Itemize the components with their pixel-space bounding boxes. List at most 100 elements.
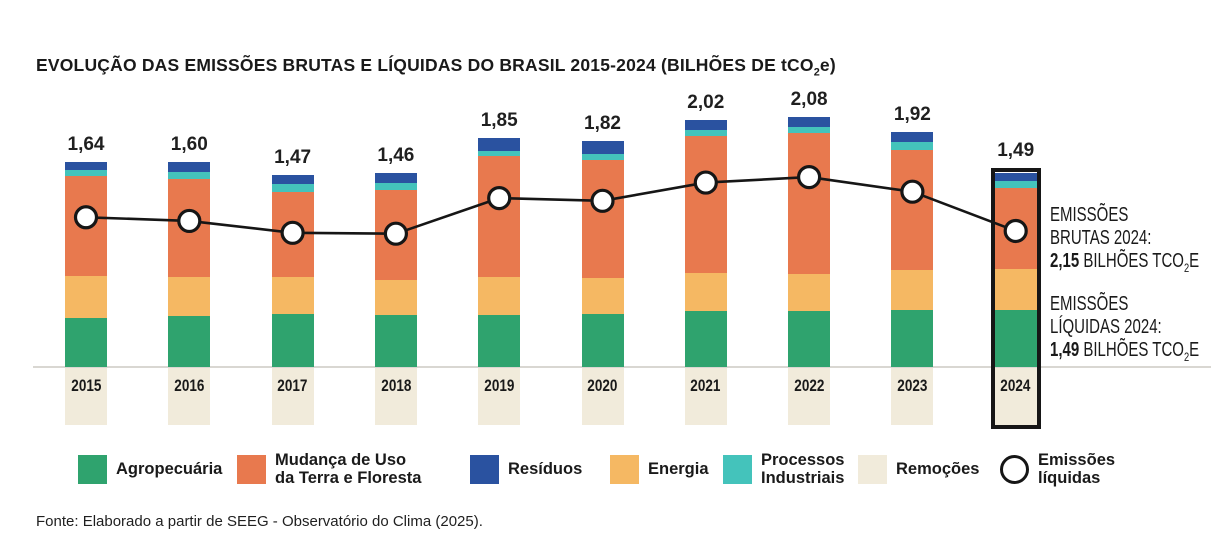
bar-segment-residuos-2017 bbox=[271, 175, 314, 185]
removals-block-2016: 2016 bbox=[168, 368, 211, 425]
year-label-2018: 2018 bbox=[380, 377, 411, 395]
legend-label-mudanca-uso-terra: Mudança de Uso da Terra e Floresta bbox=[275, 451, 422, 487]
bar-segment-processos-industriais-2023 bbox=[891, 142, 934, 150]
year-label-2024: 2024 bbox=[1000, 377, 1031, 395]
removals-block-2015: 2015 bbox=[65, 368, 107, 425]
annotation-value-line: 2,15 BILHÕES TCO2E bbox=[1050, 250, 1200, 275]
legend-swatch-agropecuaria bbox=[78, 454, 107, 484]
annotation-net-emissions-2024: EMISSÕES LÍQUIDAS 2024: 1,49 BILHÕES TCO… bbox=[1050, 293, 1211, 369]
legend-swatch-energia bbox=[610, 454, 639, 484]
bar-segment-mudanca-uso-terra-2022 bbox=[788, 133, 831, 274]
bar-segment-agropecuaria-2021 bbox=[684, 311, 727, 367]
legend-swatch-remocoes bbox=[858, 454, 887, 484]
bar-segment-mudanca-uso-terra-2020 bbox=[581, 159, 624, 278]
year-label-2019: 2019 bbox=[484, 377, 515, 395]
bar-segment-residuos-2023 bbox=[891, 132, 934, 143]
bar-value-label-2020: 1,82 bbox=[584, 112, 621, 134]
year-label-2016: 2016 bbox=[174, 377, 205, 395]
removals-block-2023: 2023 bbox=[891, 368, 934, 425]
bar-segment-residuos-2016 bbox=[168, 162, 211, 172]
legend: Agropecuária Mudança de Uso da Terra e Flo… bbox=[0, 443, 1211, 495]
chart-title: EVOLUÇÃO DAS EMISSÕES BRUTAS E LÍQUIDAS … bbox=[36, 55, 836, 79]
year-label-2021: 2021 bbox=[690, 377, 721, 395]
annotation-line: BRUTAS 2024: bbox=[1050, 227, 1152, 249]
bar-segment-processos-industriais-2019 bbox=[478, 150, 521, 157]
bar-segment-energia-2020 bbox=[581, 277, 624, 315]
legend-label-emissoes-liquidas: Emissões líquidas bbox=[1038, 451, 1116, 487]
bar-segment-agropecuaria-2015 bbox=[65, 317, 107, 367]
bar-segment-processos-industriais-2015 bbox=[65, 169, 107, 177]
legend-label-agropecuaria: Agropecuária bbox=[116, 460, 223, 478]
removals-block-2020: 2020 bbox=[581, 368, 624, 425]
bar-segment-agropecuaria-2016 bbox=[168, 315, 211, 367]
bar-value-label-2024: 1,49 bbox=[997, 140, 1035, 162]
highlight-box-2024 bbox=[990, 168, 1041, 429]
legend-item-processos-industriais: Processos Industriais bbox=[723, 443, 844, 495]
bar-segment-agropecuaria-2019 bbox=[478, 314, 521, 367]
bar-segment-processos-industriais-2018 bbox=[374, 182, 417, 190]
bar-segment-agropecuaria-2024 bbox=[994, 310, 1037, 367]
bar-value-label-2019: 1,85 bbox=[480, 109, 518, 131]
legend-swatch-residuos bbox=[470, 454, 499, 484]
annotation-line: LÍQUIDAS 2024: bbox=[1050, 316, 1162, 338]
x-axis-line bbox=[33, 366, 1211, 368]
bar-value-label-2017: 1,47 bbox=[274, 147, 312, 169]
bar-segment-processos-industriais-2020 bbox=[581, 154, 624, 160]
bar-segment-residuos-2019 bbox=[478, 137, 521, 151]
bar-value-label-2022: 2,08 bbox=[790, 88, 828, 110]
year-label-2015: 2015 bbox=[70, 377, 102, 395]
annotation-gross-emissions-2024: EMISSÕES BRUTAS 2024: 2,15 BILHÕES TCO2E bbox=[1050, 204, 1211, 280]
net-emissions-circle-icon bbox=[1000, 454, 1029, 484]
removals-block-2024: 2024 bbox=[994, 368, 1037, 425]
title-subscript: 2 bbox=[813, 66, 820, 79]
bar-segment-mudanca-uso-terra-2018 bbox=[374, 189, 417, 281]
bar-segment-energia-2016 bbox=[168, 276, 211, 316]
legend-item-agropecuaria: Agropecuária bbox=[78, 443, 222, 495]
year-label-2017: 2017 bbox=[277, 377, 308, 395]
legend-item-emissoes-liquidas: Emissões líquidas bbox=[1000, 443, 1115, 495]
year-label-2023: 2023 bbox=[897, 377, 928, 395]
bar-segment-residuos-2022 bbox=[788, 116, 831, 127]
removals-block-2017: 2017 bbox=[271, 368, 314, 425]
bar-segment-processos-industriais-2017 bbox=[271, 184, 314, 192]
removals-block-2021: 2021 bbox=[684, 368, 727, 425]
bar-value-label-2016: 1,60 bbox=[170, 134, 208, 156]
annotation-line: EMISSÕES bbox=[1050, 204, 1129, 226]
bar-segment-residuos-2018 bbox=[374, 173, 417, 183]
bar-segment-residuos-2015 bbox=[65, 161, 107, 170]
bar-segment-energia-2019 bbox=[478, 276, 521, 315]
legend-label-processos-industriais: Processos Industriais bbox=[761, 451, 845, 487]
removals-block-2018: 2018 bbox=[374, 368, 417, 425]
legend-item-residuos: Resíduos bbox=[470, 443, 582, 495]
bar-segment-agropecuaria-2020 bbox=[581, 314, 624, 367]
year-label-2020: 2020 bbox=[587, 377, 618, 395]
bar-segment-mudanca-uso-terra-2021 bbox=[684, 136, 727, 273]
legend-label-energia: Energia bbox=[648, 460, 709, 478]
bar-segment-mudanca-uso-terra-2019 bbox=[478, 156, 521, 277]
source-note: Fonte: Elaborado a partir de SEEG - Obse… bbox=[36, 513, 483, 530]
bar-value-label-2023: 1,92 bbox=[893, 104, 931, 126]
bar-segment-processos-industriais-2016 bbox=[168, 171, 211, 179]
bar-segment-agropecuaria-2022 bbox=[788, 311, 831, 367]
bar-segment-mudanca-uso-terra-2015 bbox=[65, 176, 107, 276]
bar-segment-mudanca-uso-terra-2016 bbox=[168, 178, 211, 277]
legend-label-residuos: Resíduos bbox=[508, 460, 583, 478]
bar-segment-processos-industriais-2022 bbox=[788, 126, 831, 134]
bar-segment-mudanca-uso-terra-2023 bbox=[891, 149, 934, 271]
year-label-2022: 2022 bbox=[794, 377, 825, 395]
bar-segment-energia-2023 bbox=[891, 270, 934, 311]
annotation-value-line: 1,49 BILHÕES TCO2E bbox=[1050, 339, 1200, 364]
bar-segment-agropecuaria-2017 bbox=[271, 314, 314, 367]
net-line-path bbox=[85, 175, 1017, 236]
bar-segment-agropecuaria-2018 bbox=[374, 314, 417, 367]
legend-item-energia: Energia bbox=[610, 443, 709, 495]
bar-value-label-2021: 2,02 bbox=[687, 92, 725, 114]
removals-block-2019: 2019 bbox=[478, 368, 521, 425]
legend-swatch-processos-industriais bbox=[723, 454, 752, 484]
legend-item-remocoes: Remoções bbox=[858, 443, 979, 495]
legend-swatch-mudanca-uso-terra bbox=[237, 454, 266, 484]
bar-segment-energia-2017 bbox=[271, 276, 314, 315]
bar-segment-residuos-2021 bbox=[684, 120, 727, 130]
legend-item-mudanca-uso-terra: Mudança de Uso da Terra e Floresta bbox=[237, 443, 421, 495]
